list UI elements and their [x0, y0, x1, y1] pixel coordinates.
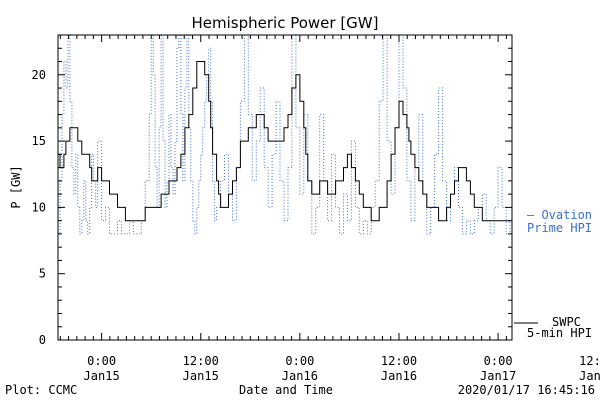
x-tick-label-time: 0:00 [484, 354, 513, 368]
legend-swpc-line2: 5-min HPI [527, 326, 592, 340]
y-tick-label: 10 [32, 200, 46, 214]
timestamp: 2020/01/17 16:45:16 [458, 383, 595, 397]
series-line-ovation [58, 34, 511, 235]
y-tick-label: 15 [32, 134, 46, 148]
legend-ovation-line2: Prime HPI [527, 221, 592, 235]
x-tick-label-date: Jan17 [480, 369, 516, 383]
x-tick-label-date: Jan16 [381, 369, 417, 383]
x-tick-label-time: 12:00 [381, 354, 417, 368]
legend-ovation-line1: – Ovation [527, 208, 592, 222]
x-tick-label-date: Jan15 [84, 369, 120, 383]
x-tick-label-time: 0:00 [87, 354, 116, 368]
plot-credit: Plot: CCMC [5, 383, 77, 397]
chart-title: Hemispheric Power [GW] [192, 14, 379, 32]
x-tick-label-time: 12:00 [183, 354, 219, 368]
plot-area [57, 34, 513, 341]
y-axis-label: P [GW] [9, 165, 23, 208]
series-line-swpc [58, 61, 510, 222]
x-axis: 0:00Jan1512:00Jan150:00Jan1612:00Jan160:… [59, 35, 600, 383]
legend: – Ovation Prime HPI SWPC 5-min HPI [514, 208, 592, 340]
x-tick-label-date: Jan16 [282, 369, 318, 383]
y-tick-label: 0 [39, 333, 46, 347]
plot-frame [57, 34, 513, 341]
legend-swpc-line1: SWPC [552, 315, 581, 329]
x-tick-label-date: Jan15 [183, 369, 219, 383]
x-tick-label-time: 0:00 [285, 354, 314, 368]
x-tick-label-date: Jan17 [579, 369, 600, 383]
x-axis-label: Date and Time [239, 383, 333, 397]
y-tick-label: 5 [39, 267, 46, 281]
y-axis: 0 5 10 15 20 [32, 34, 512, 347]
y-tick-label: 20 [32, 68, 46, 82]
x-tick-label-time: 12:00 [579, 354, 600, 368]
series-layer [58, 34, 511, 235]
